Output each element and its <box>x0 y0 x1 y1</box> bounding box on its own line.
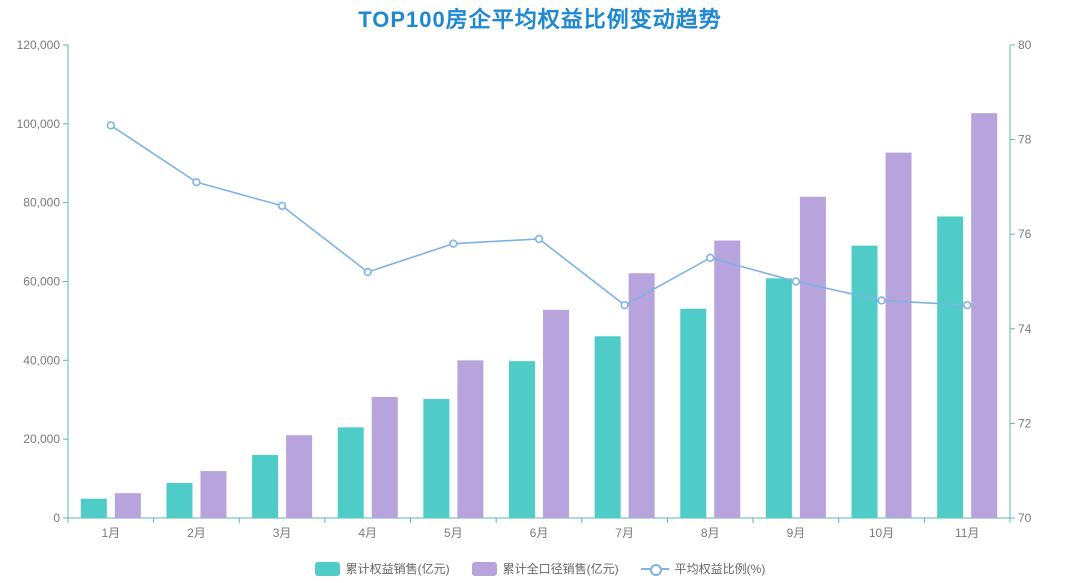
equity-ratio-point-5月[interactable] <box>449 239 458 248</box>
bar-equity-sales-3月[interactable] <box>252 454 279 518</box>
bar-equity-sales-5月[interactable] <box>423 398 450 518</box>
bar-total-sales-4月[interactable] <box>371 396 398 518</box>
bar-equity-sales-10月[interactable] <box>851 245 878 518</box>
x-axis-category-label: 10月 <box>869 526 894 540</box>
left-axis-tick-label: 40,000 <box>23 353 60 367</box>
bar-total-sales-1月[interactable] <box>114 493 141 518</box>
equity-ratio-line <box>110 124 968 307</box>
equity-ratio-point-6月[interactable] <box>534 234 544 244</box>
equity-ratio-point-3月[interactable] <box>277 201 287 211</box>
chart-title: TOP100房企平均权益比例变动趋势 <box>358 7 722 32</box>
legend-item-equity-sales[interactable]: 累计权益销售(亿元) <box>314 560 450 577</box>
right-axis-tick-label: 78 <box>1018 133 1032 147</box>
x-axis-category-label: 4月 <box>358 526 377 540</box>
bar-total-sales-6月[interactable] <box>543 309 569 518</box>
bar-total-sales-9月[interactable] <box>799 196 826 519</box>
legend-label-equity-sales: 累计权益销售(亿元) <box>345 562 450 576</box>
bar-equity-sales-1月[interactable] <box>80 498 107 518</box>
chart-legend: 累计权益销售(亿元) 累计全口径销售(亿元) 平均权益比例(%) <box>0 560 1080 577</box>
bar-total-sales-7月[interactable] <box>628 273 655 518</box>
legend-swatch-teal-icon <box>314 561 340 576</box>
bar-total-sales-5月[interactable] <box>457 360 484 518</box>
right-axis-tick-label: 76 <box>1018 227 1032 241</box>
bar-total-sales-10月[interactable] <box>885 152 912 519</box>
equity-ratio-point-11月[interactable] <box>962 300 972 310</box>
left-axis-tick-label: 0 <box>53 511 60 525</box>
combo-chart-canvas: 0 20,000 40,000 60,000 80,000 100,000 120,000 7… <box>17 38 1032 540</box>
bar-total-sales-3月[interactable] <box>286 435 313 518</box>
bar-equity-sales-4月[interactable] <box>337 427 364 518</box>
legend-label-total-sales: 累计全口径销售(亿元) <box>502 562 619 576</box>
x-axis-category-label: 8月 <box>701 526 720 540</box>
right-axis-tick-label: 72 <box>1018 416 1032 430</box>
left-axis-tick-label: 80,000 <box>23 196 60 210</box>
equity-ratio-point-7月[interactable] <box>620 300 629 310</box>
bar-equity-sales-8月[interactable] <box>680 308 707 518</box>
legend-label-equity-ratio: 平均权益比例(%) <box>674 562 766 576</box>
bar-total-sales-8月[interactable] <box>714 240 741 519</box>
legend-swatch-purple-icon <box>471 561 497 576</box>
x-axis-category-label: 1月 <box>101 526 120 540</box>
legend-item-total-sales[interactable]: 累计全口径销售(亿元) <box>471 560 619 577</box>
right-axis-tick-label: 74 <box>1018 322 1032 336</box>
equity-ratio-point-8月[interactable] <box>706 253 715 263</box>
left-axis-tick-label: 60,000 <box>23 275 60 289</box>
bar-equity-sales-11月[interactable] <box>937 216 964 518</box>
bar-equity-sales-9月[interactable] <box>765 278 792 518</box>
left-axis-tick-label: 100,000 <box>17 117 61 131</box>
x-axis-category-label: 7月 <box>615 526 634 540</box>
right-axis-tick-label: 70 <box>1018 511 1032 525</box>
bar-equity-sales-6月[interactable] <box>509 361 535 518</box>
equity-ratio-point-1月[interactable] <box>106 121 116 130</box>
equity-ratio-point-4月[interactable] <box>363 267 372 277</box>
x-axis-category-label: 11月 <box>955 526 979 540</box>
x-axis-category-label: 9月 <box>787 526 806 540</box>
left-axis-tick-label: 20,000 <box>23 432 60 446</box>
x-axis-category-label: 2月 <box>187 526 206 540</box>
legend-line-marker-icon <box>640 562 669 576</box>
x-axis-category-label: 3月 <box>273 526 292 540</box>
bar-total-sales-2月[interactable] <box>200 471 227 518</box>
bar-equity-sales-7月[interactable] <box>594 336 621 518</box>
bar-total-sales-11月[interactable] <box>971 113 998 519</box>
x-axis-category-label: 5月 <box>444 526 463 540</box>
legend-item-equity-ratio[interactable]: 平均权益比例(%) <box>640 560 766 577</box>
right-axis-tick-label: 80 <box>1018 38 1032 52</box>
equity-ratio-point-9月[interactable] <box>791 277 801 286</box>
equity-ratio-point-10月[interactable] <box>877 296 886 305</box>
equity-ratio-point-2月[interactable] <box>192 177 201 187</box>
bar-equity-sales-2月[interactable] <box>166 482 193 518</box>
x-axis-category-label: 6月 <box>530 526 549 540</box>
left-axis-tick-label: 120,000 <box>17 38 61 52</box>
